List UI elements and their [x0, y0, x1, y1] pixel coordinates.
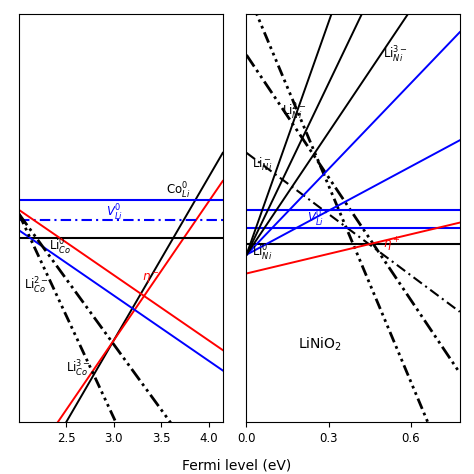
Text: $\eta^-$: $\eta^-$ [142, 271, 160, 286]
Text: Li$^{3-}_{Ni}$: Li$^{3-}_{Ni}$ [383, 45, 408, 65]
Text: Li$^{2-}_{Ni}$: Li$^{2-}_{Ni}$ [282, 102, 307, 122]
Text: Co$^0_{Li}$: Co$^0_{Li}$ [166, 181, 190, 201]
Text: Li$^0_{Co}$: Li$^0_{Co}$ [49, 237, 72, 257]
Text: $V^0_{Li}$: $V^0_{Li}$ [307, 209, 324, 229]
Text: Li$^-_{Ni}$: Li$^-_{Ni}$ [252, 155, 272, 173]
Text: LiNiO$_2$: LiNiO$_2$ [299, 336, 343, 353]
Text: $\eta^+$: $\eta^+$ [383, 236, 401, 255]
Text: Li$^0_{Ni}$: Li$^0_{Ni}$ [252, 243, 272, 264]
Text: Fermi level (eV): Fermi level (eV) [182, 458, 292, 472]
Text: Li$^{3-}_{Co}$: Li$^{3-}_{Co}$ [66, 359, 91, 379]
Text: Li$^{2-}_{Co}$: Li$^{2-}_{Co}$ [24, 276, 48, 296]
Text: $V^0_{Li}$: $V^0_{Li}$ [106, 202, 123, 223]
